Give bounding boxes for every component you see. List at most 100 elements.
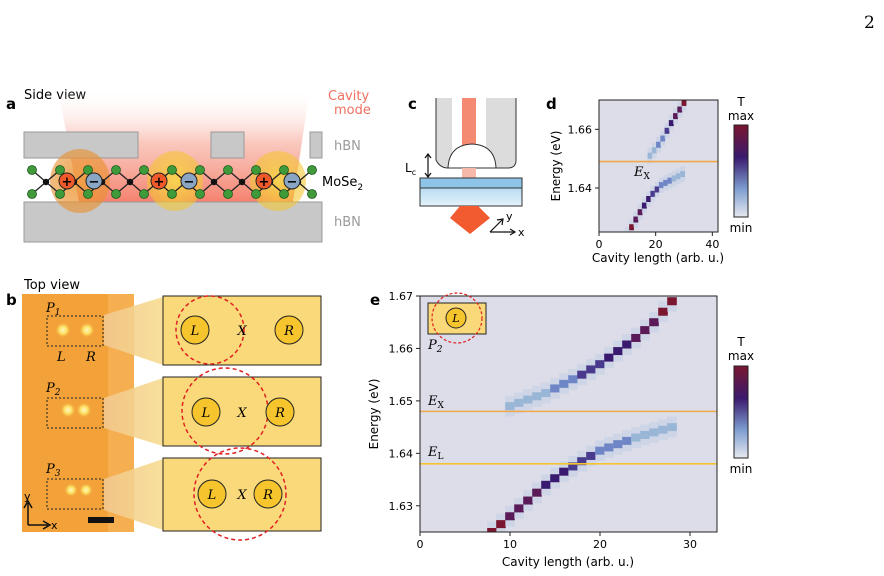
heatmap-d-background (599, 100, 718, 232)
lower-polariton-d-cell (637, 209, 643, 216)
upper-polariton-e-cell (559, 379, 569, 388)
lower-polariton-d-cell (650, 190, 656, 197)
lower-polariton-d-halo (624, 227, 630, 232)
panel-a-label: a (6, 95, 16, 113)
axis-x-label-b: x (51, 519, 58, 532)
lower-polariton-d-cell (633, 216, 639, 223)
laser-spot-circle-1 (175, 295, 245, 365)
L-dot-2 (191, 397, 221, 427)
region-box-p1 (46, 315, 104, 347)
electron-charge-1: − (89, 175, 100, 190)
exciton-cloud-3 (250, 151, 306, 211)
upper-polariton-e-cell (640, 326, 650, 335)
lower-polariton-d-cell (663, 179, 669, 186)
lower-polariton-e-cell (640, 430, 650, 439)
colorbar-e-title: T (736, 335, 745, 349)
exciton-cloud-2 (147, 151, 203, 211)
lower-polariton-e-cell (649, 428, 659, 437)
panel-c: c Lc y x (405, 95, 525, 239)
R-label-3: R (262, 488, 273, 503)
panel-d-label: d (546, 95, 557, 113)
lower-polariton-e-cell (586, 451, 596, 460)
lower-polariton-d-cell (641, 202, 647, 209)
lower-polariton-d-cell (680, 171, 686, 178)
lower-polariton-e-cell (568, 462, 578, 471)
upper-polariton-e-cell (532, 392, 542, 401)
panel-e-label: e (370, 291, 380, 309)
hbn-top-label: hBN (334, 139, 361, 154)
panel-b-label: b (6, 291, 17, 309)
ex-label-d: EX (633, 165, 651, 182)
upper-polariton-e-cell (595, 360, 605, 369)
heatmap-d-ticks: 0 20 40 1.64 1.66 (568, 123, 720, 251)
zoom-funnel-3 (104, 459, 163, 530)
zoom-box-p2: L X R (162, 367, 322, 455)
charge-pair-1: + − (58, 172, 103, 190)
lower-polariton-e-cell (496, 520, 506, 529)
ytick-label: 1.64 (389, 447, 414, 460)
concave-mirror (447, 143, 497, 169)
region-box-p2 (46, 397, 104, 429)
upper-polariton-d-cell (673, 113, 678, 120)
colorbar-e (733, 365, 749, 459)
heatmap-e-frame (419, 295, 718, 533)
lower-polariton-e-cell (550, 474, 560, 483)
R-label-1: R (283, 324, 294, 339)
lower-polariton-d-cell (629, 224, 635, 231)
upper-polariton-d-cell (660, 135, 666, 142)
region-box-p3 (46, 478, 104, 510)
exciton-cloud-1 (50, 149, 110, 213)
hole-charge-2: + (154, 175, 165, 190)
cavity-mode-label-2: mode (334, 103, 371, 118)
L-dot-1 (180, 315, 210, 345)
zoom-box-p1: L X R (162, 295, 322, 366)
lower-polariton-e-cell (595, 446, 605, 455)
lower-polariton-d-cell (654, 186, 660, 193)
scale-bar (88, 517, 114, 523)
hbn-bottom-label: hBN (334, 215, 361, 230)
panel-a: a Side view Cavity mode hBN hBN (6, 88, 371, 243)
lower-polariton-e-cell (604, 443, 614, 452)
L-dot-3 (197, 479, 227, 509)
hole-charge-1: + (62, 175, 73, 190)
axis-y-label-b: y (24, 490, 31, 503)
xy-axes-b (23, 499, 52, 530)
panel-e: e 0 10 20 30 1.63 1.64 1.65 1.66 1.67 EX EL L P2… (367, 290, 754, 569)
upper-polariton-e-cell (649, 318, 659, 327)
axis-y-label-c: y (506, 210, 513, 223)
lower-polariton-e-cell (577, 457, 587, 466)
upper-polariton-d-cell (681, 100, 687, 106)
inset-p2-label: P2 (427, 338, 443, 355)
ytick-label: 1.66 (568, 123, 593, 136)
spot-p3-left (64, 483, 78, 497)
upper-polariton-e-cell (523, 395, 533, 404)
inset-L-label: L (451, 312, 459, 325)
inset-laser-circle (431, 292, 483, 344)
lower-polariton-e-halo (487, 521, 497, 532)
lower-polariton-d-cell (675, 173, 681, 180)
lower-polariton-e-cell (631, 433, 641, 442)
ytick-label: 1.66 (389, 342, 414, 355)
dbr-mirror (419, 177, 523, 189)
xlabel-e: Cavity length (arb. u.) (502, 555, 634, 569)
colorbar-e-max: max (728, 349, 754, 363)
lower-polariton-e-cell (667, 423, 677, 432)
heatmap-d-marks (599, 100, 718, 232)
panel-c-label: c (408, 95, 417, 113)
heatmap-e-ticks: 0 10 20 30 1.63 1.64 1.65 1.66 1.67 (389, 290, 698, 551)
L-label-3: L (207, 488, 217, 503)
electron-charge-2: − (184, 175, 195, 190)
spot-p2-right (76, 402, 92, 418)
lower-polariton-e-cell (559, 467, 569, 476)
upper-polariton-d-cell (668, 120, 674, 127)
upper-polariton-e-cell (514, 398, 524, 407)
upper-polariton-e-cell (613, 347, 623, 356)
panel-d: d 0 20 40 1.64 1.66 EX Energy (eV) Cavity le… (546, 95, 754, 265)
lower-polariton-d-cell (658, 182, 664, 189)
p3-label: P3 (45, 462, 61, 479)
L-label-2: L (201, 406, 211, 421)
spot-p1-left (55, 322, 71, 338)
lc-label: Lc (405, 161, 416, 177)
xtick-label: 20 (649, 238, 663, 251)
colorbar-d-min: min (730, 221, 753, 235)
